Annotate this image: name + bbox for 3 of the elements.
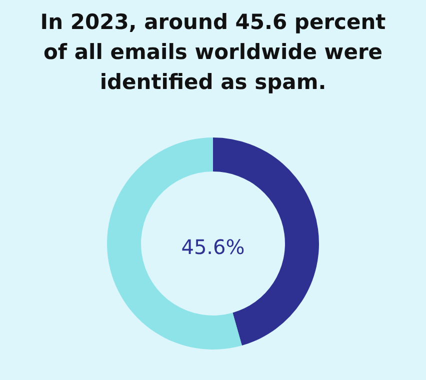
- text: 45.6%: [181, 235, 245, 259]
- chart-title: In 2023, around 45.6 percent of all emails worldwide were identified as spam.: [40, 10, 386, 94]
- donut-slice: [107, 138, 242, 350]
